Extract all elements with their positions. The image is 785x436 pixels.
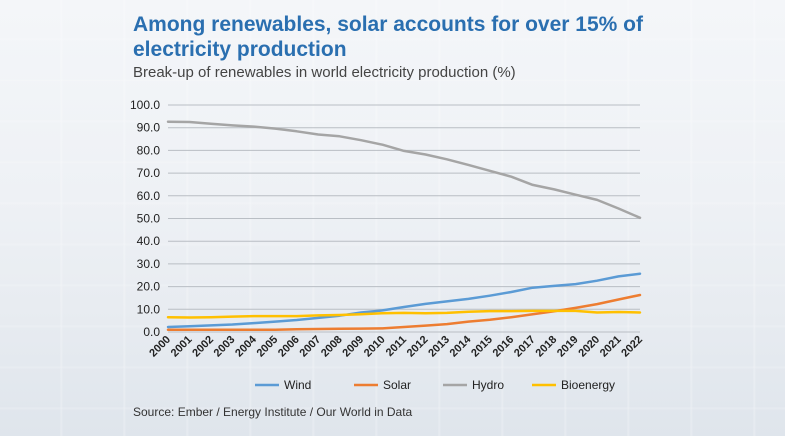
y-tick-label: 50.0 — [137, 212, 161, 226]
x-tick-label: 2014 — [448, 333, 474, 359]
series-line-bioenergy — [166, 309, 642, 319]
y-tick-label: 80.0 — [137, 143, 161, 157]
x-tick-label: 2003 — [212, 334, 238, 360]
x-tick-label: 2008 — [319, 334, 345, 360]
x-tick-label: 2011 — [384, 334, 409, 359]
legend-label-hydro: Hydro — [472, 378, 504, 392]
y-axis: 0.0 10.0 20.0 30.0 40.0 50.0 60.0 70.0 80.0 90.0 1… — [130, 98, 160, 339]
x-tick-label: 2016 — [491, 334, 517, 360]
x-tick-label: 2001 — [169, 334, 195, 360]
y-tick-label: 10.0 — [137, 302, 161, 316]
x-tick-label: 2018 — [534, 334, 560, 360]
x-axis: 2000200120022003200420052006200720082009… — [147, 333, 645, 359]
y-tick-label: 40.0 — [137, 234, 161, 248]
y-tick-label: 60.0 — [137, 189, 161, 203]
x-tick-label: 2002 — [190, 334, 216, 360]
x-tick-label: 2017 — [512, 334, 538, 360]
gridlines — [168, 104, 640, 333]
series-lines — [166, 120, 642, 331]
x-tick-label: 2004 — [233, 333, 259, 359]
x-tick-label: 2020 — [576, 334, 602, 360]
y-tick-label: 70.0 — [137, 166, 161, 180]
legend-label-bioenergy: Bioenergy — [561, 378, 615, 392]
source-note: Source: Ember / Energy Institute / Our W… — [133, 405, 413, 419]
series-line-hydro — [166, 120, 642, 220]
legend: Wind Solar Hydro Bioenergy — [255, 378, 615, 392]
y-tick-label: 20.0 — [137, 280, 161, 294]
x-tick-label: 2013 — [426, 334, 452, 360]
y-tick-label: 90.0 — [137, 121, 161, 135]
chart-title: Among renewables, solar accounts for ove… — [133, 13, 643, 61]
x-tick-label: 2007 — [298, 334, 324, 360]
y-tick-label: 0.0 — [143, 325, 160, 339]
series-line-wind — [166, 272, 642, 329]
y-tick-label: 100.0 — [130, 98, 160, 112]
x-tick-label: 2006 — [276, 334, 302, 360]
chart-subtitle: Break-up of renewables in world electric… — [133, 64, 516, 81]
x-tick-label: 2012 — [405, 334, 431, 360]
x-tick-label: 2019 — [555, 334, 581, 360]
x-tick-label: 2021 — [598, 334, 624, 360]
legend-label-solar: Solar — [383, 378, 411, 392]
legend-label-wind: Wind — [284, 378, 311, 392]
x-tick-label: 2005 — [255, 334, 281, 360]
x-tick-label: 2015 — [469, 334, 495, 360]
x-tick-label: 2009 — [340, 334, 366, 360]
x-tick-label: 2010 — [362, 334, 388, 360]
x-tick-label: 2022 — [619, 334, 645, 360]
y-tick-label: 30.0 — [137, 257, 161, 271]
